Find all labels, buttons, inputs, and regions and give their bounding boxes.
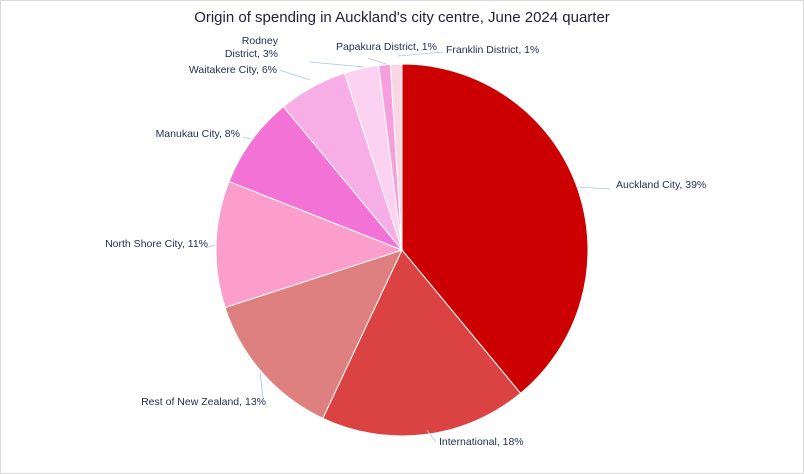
leader-line — [278, 69, 311, 81]
slice-label: Rodney District, 3% — [225, 35, 279, 60]
chart-title: Origin of spending in Auckland's city ce… — [194, 9, 610, 26]
leader-line — [259, 371, 264, 399]
leader-line — [426, 429, 437, 443]
leader-line — [309, 61, 365, 68]
leader-line — [397, 51, 444, 57]
leader-line — [242, 136, 252, 140]
slice-label: Auckland City, 39% — [616, 179, 706, 191]
slice-label: International, 18% — [439, 436, 524, 448]
pie-slices — [215, 63, 589, 437]
pie-slice-franklin-district — [389, 63, 403, 251]
slice-label: Rest of New Zealand, 13% — [141, 396, 266, 408]
slice-label: Waitakere City, 6% — [189, 64, 277, 76]
slice-label: North Shore City, 11% — [105, 238, 208, 250]
pie-slice-manukau-city — [228, 105, 403, 251]
leader-line — [204, 244, 216, 249]
pie-slice-rest-of-new-zealand — [224, 249, 403, 419]
slice-label: Manukau City, 8% — [156, 128, 240, 140]
slice-label: Franklin District, 1% — [446, 44, 539, 56]
leader-line — [577, 186, 611, 190]
pie-slice-north-shore-city — [215, 180, 404, 309]
slice-label: Papakura District, 1% — [336, 41, 437, 53]
slice-labels: Auckland City, 39% International, 18% Rest… — [105, 35, 706, 448]
pie-slice-international — [322, 249, 522, 437]
leader-lines — [204, 51, 611, 443]
leader-line — [367, 57, 387, 65]
pie-slice-auckland-city — [401, 63, 589, 395]
